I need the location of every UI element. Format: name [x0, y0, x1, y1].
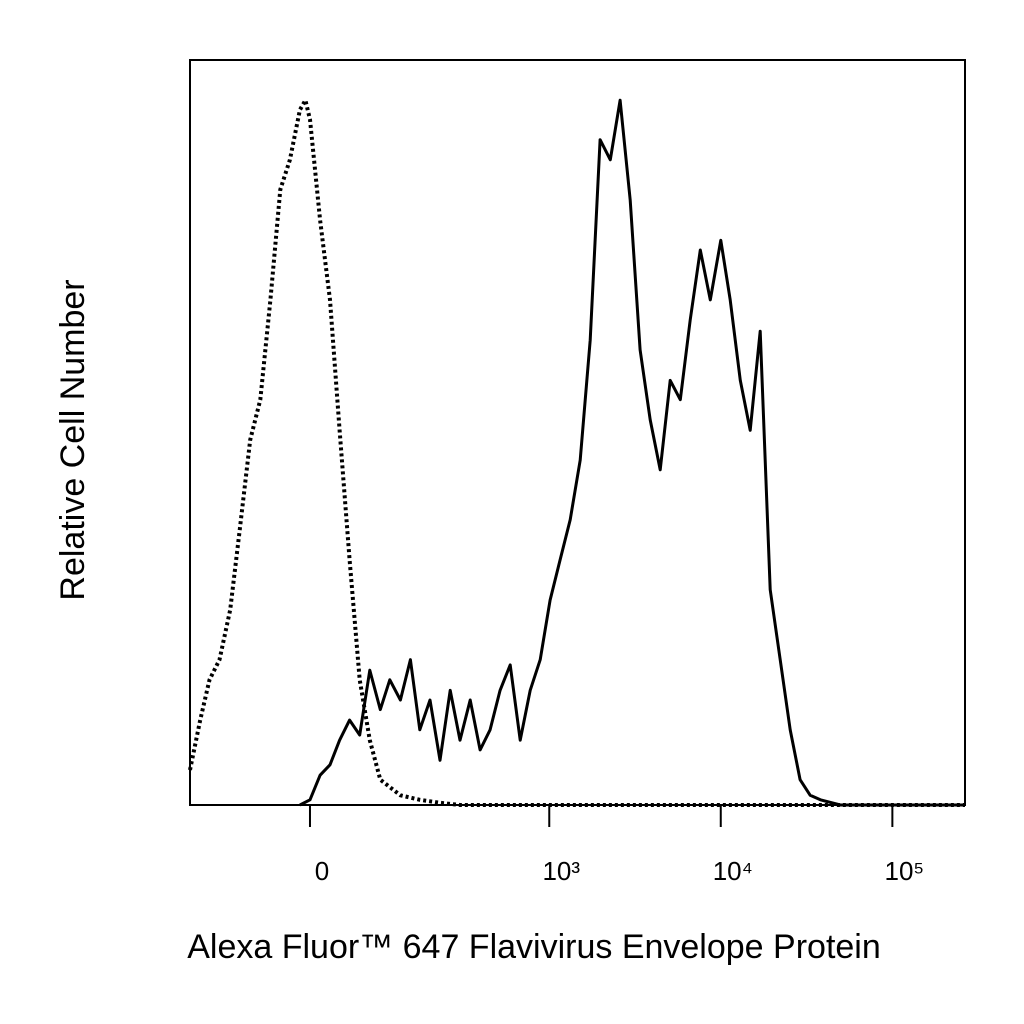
x-tick-label: 0	[315, 856, 329, 886]
x-tick-label: 10⁴	[713, 856, 753, 886]
histogram-line	[188, 98, 965, 807]
plot-frame	[189, 59, 966, 806]
x-axis-label: Alexa Fluor™ 647 Flavivirus Envelope Pro…	[187, 928, 881, 966]
histogram-line	[299, 98, 965, 807]
x-tick-label: 10³	[542, 856, 580, 886]
y-axis-label: Relative Cell Number	[54, 279, 92, 600]
x-tick-label: 10⁵	[885, 856, 925, 886]
